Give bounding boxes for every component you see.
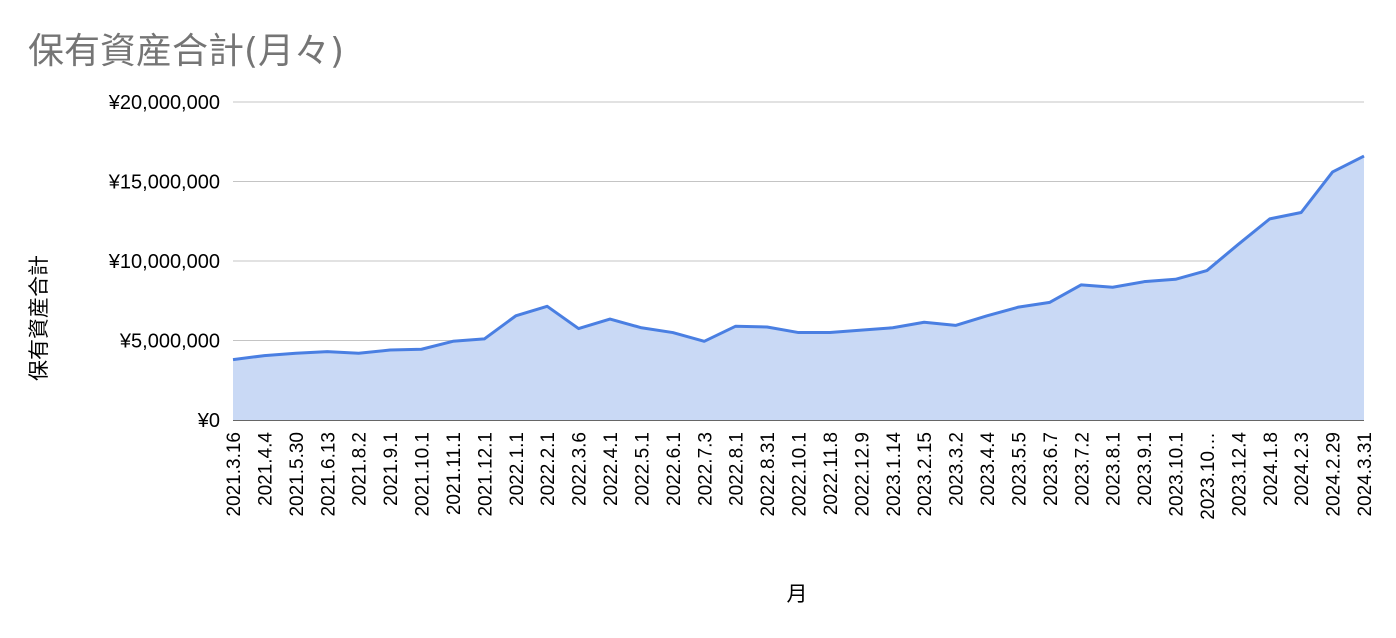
x-tick-label: 2021.3.16 (224, 432, 245, 517)
x-tick-label: 2022.6.1 (664, 432, 685, 506)
x-tick-label: 2022.5.1 (632, 432, 653, 506)
x-tick-label: 2023.4.4 (978, 432, 999, 506)
x-tick-label: 2022.2.1 (538, 432, 559, 506)
x-tick-label: 2022.12.9 (852, 432, 873, 517)
x-tick-label: 2023.2.15 (915, 432, 936, 517)
x-tick-label: 2022.3.6 (570, 432, 591, 506)
x-tick-label: 2021.8.2 (350, 432, 371, 506)
x-tick-label: 2021.5.30 (287, 432, 308, 517)
y-axis-label: 保有資産合計 (27, 255, 51, 381)
x-tick-label: 2024.1.8 (1261, 432, 1282, 506)
x-tick-labels: 2021.3.16 2021.4.4 2021.5.30 2021.6.13 2021.… (224, 432, 1376, 520)
x-tick-label: 2023.6.7 (1041, 432, 1062, 506)
x-tick-label: 2024.2.29 (1324, 432, 1345, 517)
x-tick-label: 2022.8.31 (758, 432, 779, 517)
x-tick-label: 2022.7.3 (695, 432, 716, 506)
series-area-fill (233, 156, 1364, 420)
x-tick-label: 2022.1.1 (507, 432, 528, 506)
x-tick-label: 2023.5.5 (1009, 432, 1030, 506)
x-tick-label: 2023.8.1 (1104, 432, 1125, 506)
x-tick-label: 2021.12.1 (475, 432, 496, 517)
x-tick-label: 2023.10.1 (1167, 432, 1188, 517)
x-tick-label: 2021.10.1 (413, 432, 434, 517)
x-tick-label: 2022.4.1 (601, 432, 622, 506)
y-tick-label: ¥20,000,000 (108, 92, 220, 114)
x-tick-label: 2024.2.3 (1292, 432, 1313, 506)
chart-title: 保有資産合計(月々) (28, 31, 345, 72)
x-tick-label: 2021.4.4 (255, 432, 276, 506)
x-tick-label: 2022.8.1 (727, 432, 748, 506)
y-tick-label: ¥15,000,000 (108, 172, 220, 194)
y-tick-label: ¥5,000,000 (119, 331, 220, 353)
x-tick-label: 2023.12.4 (1229, 432, 1250, 517)
x-tick-label: 2023.9.1 (1135, 432, 1156, 506)
x-tick-label: 2022.10.1 (790, 432, 811, 517)
series-line (232, 154, 1365, 362)
y-tick-label: ¥0 (197, 410, 220, 432)
x-tick-label: 2024.3.31 (1355, 432, 1376, 517)
x-tick-label: 2021.11.1 (444, 432, 465, 515)
x-tick-label: 2022.11.8 (821, 432, 842, 515)
y-tick-label: ¥10,000,000 (108, 251, 220, 273)
x-tick-label: 2023.7.2 (1072, 432, 1093, 506)
x-tick-label: 2023.3.2 (947, 432, 968, 506)
x-tick-label: 2023.10… (1198, 432, 1219, 520)
x-tick-label: 2021.6.13 (318, 432, 339, 517)
y-tick-labels: ¥0 ¥5,000,000 ¥10,000,000 ¥15,000,000 ¥20,00… (108, 92, 220, 432)
x-tick-label: 2023.1.14 (884, 432, 905, 517)
x-axis-label: 月 (787, 582, 808, 606)
x-tick-label: 2021.9.1 (381, 432, 402, 506)
